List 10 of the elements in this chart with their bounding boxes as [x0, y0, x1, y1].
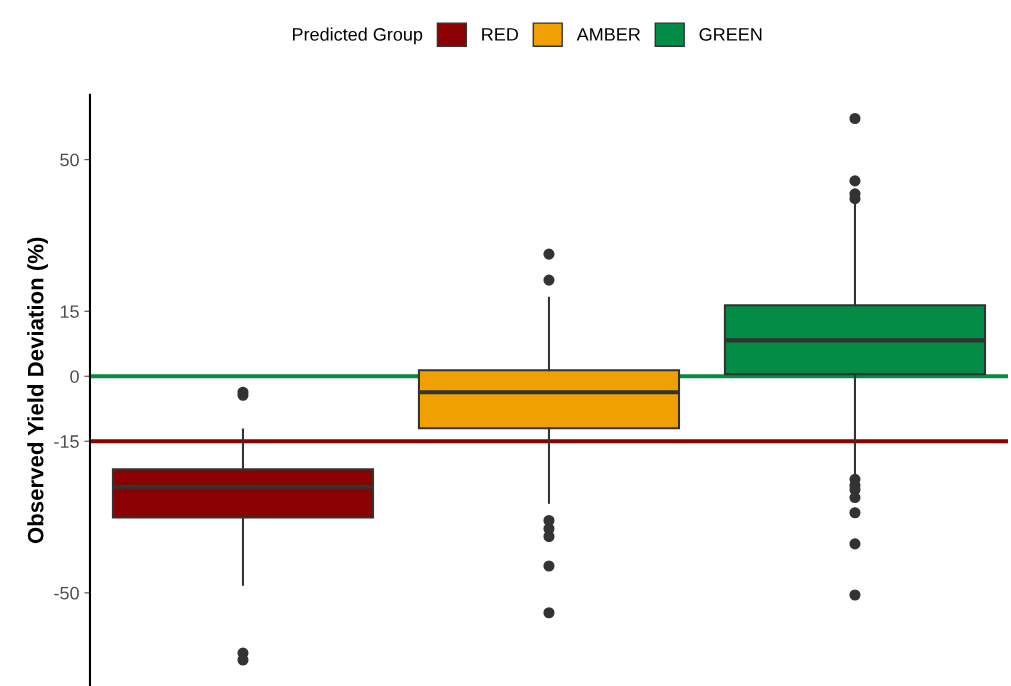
- y-axis-title: Observed Yield Deviation (%): [27, 237, 48, 544]
- y-tick-label: -15: [54, 435, 79, 448]
- y-tick-label: 15: [60, 305, 79, 318]
- legend-label: RED: [482, 28, 518, 41]
- y-tick-label: 0: [70, 370, 79, 383]
- legend-label: AMBER: [576, 28, 641, 41]
- legend-title: Predicted Group: [292, 27, 423, 45]
- y-tick-label: -50: [54, 586, 79, 600]
- legend-label: GREEN: [699, 28, 762, 41]
- y-tick-label: 50: [60, 153, 79, 167]
